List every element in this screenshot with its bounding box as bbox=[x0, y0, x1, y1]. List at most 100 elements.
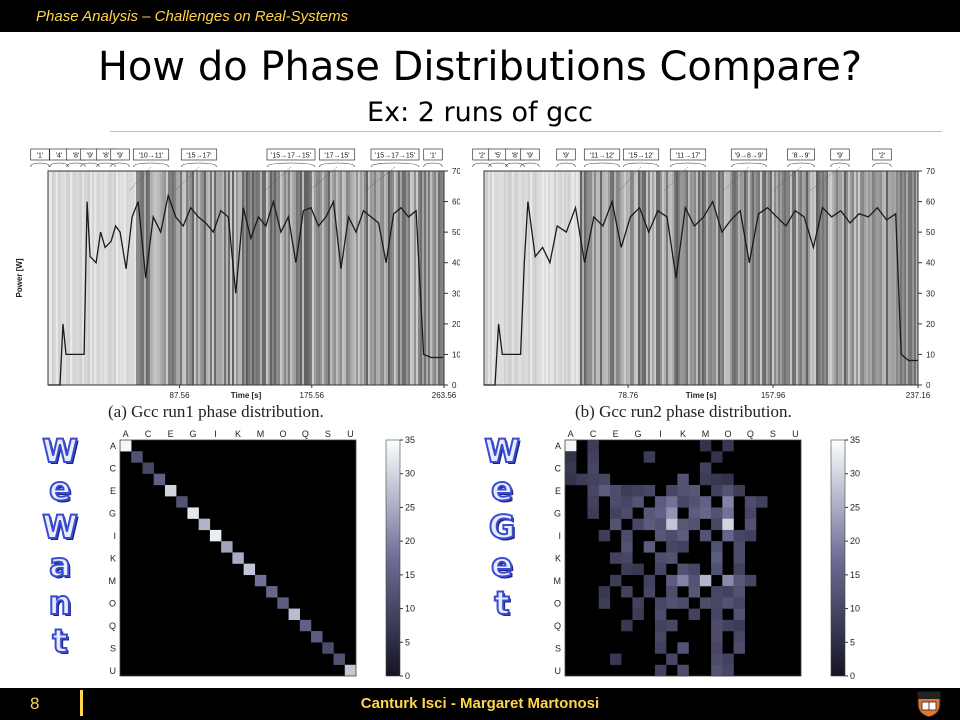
heatmap-cell bbox=[699, 574, 712, 587]
phase-stripe bbox=[688, 171, 691, 385]
phase-stripe bbox=[428, 171, 431, 385]
phase-stripe bbox=[552, 171, 555, 385]
phase-stripe bbox=[290, 171, 293, 385]
heatmap-cell bbox=[711, 586, 723, 598]
heatmap-cell bbox=[587, 496, 599, 508]
heatmap-col-label: I bbox=[214, 429, 217, 439]
phase-stripe bbox=[876, 171, 879, 385]
phase-brace bbox=[787, 162, 815, 168]
phase-label: '1' bbox=[37, 153, 44, 160]
side-label-letter: e bbox=[490, 469, 514, 509]
phase-stripe bbox=[604, 171, 607, 385]
y-tick-label: 30 bbox=[452, 289, 460, 298]
phase-stripe bbox=[492, 171, 495, 385]
phase-stripe bbox=[162, 171, 165, 385]
header-bar: Phase Analysis – Challenges on Real-Syst… bbox=[0, 0, 960, 32]
phase-stripe bbox=[560, 171, 563, 385]
phase-stripe bbox=[730, 171, 733, 385]
heatmap-cell bbox=[643, 574, 656, 587]
phase-pointer bbox=[308, 166, 338, 192]
phase-stripe bbox=[88, 171, 91, 385]
phase-stripe bbox=[600, 171, 603, 385]
phase-stripe bbox=[662, 171, 665, 385]
heatmap-cell bbox=[666, 484, 678, 497]
colorbar-tick-label: 15 bbox=[405, 570, 415, 580]
phase-stripe bbox=[768, 171, 771, 385]
heatmap-row-label: Q bbox=[554, 621, 561, 631]
phase-stripe bbox=[760, 171, 763, 385]
heatmap-cell bbox=[677, 518, 689, 531]
phase-stripe bbox=[426, 171, 429, 385]
phase-stripe bbox=[206, 171, 209, 385]
phase-stripe bbox=[584, 171, 587, 385]
phase-stripe bbox=[92, 171, 95, 385]
phase-stripe bbox=[498, 171, 501, 385]
phase-stripe bbox=[204, 171, 207, 385]
phase-stripe bbox=[514, 171, 517, 385]
phase-stripe bbox=[884, 171, 887, 385]
heatmap-cell bbox=[621, 529, 633, 542]
phase-label: '9' bbox=[837, 153, 844, 160]
heatmap-row-label: O bbox=[554, 598, 561, 608]
heatmap-cell bbox=[733, 563, 746, 576]
phase-stripe bbox=[50, 171, 53, 385]
phase-stripe bbox=[536, 171, 539, 385]
phase-stripe bbox=[238, 171, 241, 385]
phase-stripe bbox=[304, 171, 307, 385]
heatmap-cell bbox=[654, 507, 667, 519]
phase-stripe bbox=[764, 171, 767, 385]
phase-stripe bbox=[756, 171, 759, 385]
heatmap-cell bbox=[733, 574, 746, 587]
phase-stripe bbox=[326, 171, 329, 385]
phase-stripe bbox=[554, 171, 557, 385]
phase-stripe bbox=[654, 171, 657, 385]
phase-stripe bbox=[748, 171, 751, 385]
phase-stripe bbox=[722, 171, 725, 385]
phase-brace bbox=[66, 162, 86, 168]
caption-run1: (a) Gcc run1 phase distribution. bbox=[108, 402, 324, 421]
x-tick-label: 78.76 bbox=[618, 391, 639, 400]
heatmap-cell bbox=[654, 664, 667, 677]
phase-stripe bbox=[700, 171, 703, 385]
phase-stripe bbox=[568, 171, 571, 385]
phase-stripe bbox=[812, 171, 815, 385]
heatmap-cell bbox=[688, 507, 701, 519]
phase-stripe bbox=[122, 171, 125, 385]
phase-stripe bbox=[606, 171, 609, 385]
phase-stripe bbox=[706, 171, 709, 385]
phase-stripe bbox=[490, 171, 493, 385]
phase-stripe bbox=[98, 171, 101, 385]
phase-stripe bbox=[318, 171, 321, 385]
heatmap-cell bbox=[587, 507, 599, 519]
side-label-letter: t bbox=[493, 583, 510, 623]
phase-stripe bbox=[588, 171, 591, 385]
heatmap-cell bbox=[187, 507, 199, 519]
phase-stripe bbox=[594, 171, 597, 385]
phase-brace bbox=[423, 162, 443, 168]
phase-label-box bbox=[132, 148, 170, 161]
phase-stripe bbox=[282, 171, 285, 385]
phase-stripe bbox=[252, 171, 255, 385]
phase-brace bbox=[520, 162, 540, 168]
phase-stripe bbox=[746, 171, 749, 385]
phase-stripe bbox=[610, 171, 613, 385]
phase-stripe bbox=[126, 171, 129, 385]
heatmap-cell bbox=[688, 608, 701, 621]
heatmap-row-label: I bbox=[113, 531, 116, 541]
phase-label: '8' bbox=[103, 153, 110, 160]
phase-label-box bbox=[583, 148, 621, 161]
phase-stripe bbox=[102, 171, 105, 385]
heatmap-col-label: U bbox=[347, 429, 354, 439]
heatmap-cell bbox=[711, 608, 723, 621]
phase-stripe bbox=[230, 171, 233, 385]
phase-label: '1' bbox=[430, 153, 437, 160]
phase-stripe bbox=[66, 171, 69, 385]
phase-stripe bbox=[222, 171, 225, 385]
heatmap-cell bbox=[277, 597, 289, 609]
phase-stripe bbox=[186, 171, 189, 385]
heatmap-col-label: M bbox=[702, 429, 710, 439]
phase-label-box bbox=[423, 148, 443, 161]
side-label-letter: t bbox=[51, 621, 68, 661]
phase-stripe bbox=[346, 171, 349, 385]
phase-stripe bbox=[602, 171, 605, 385]
